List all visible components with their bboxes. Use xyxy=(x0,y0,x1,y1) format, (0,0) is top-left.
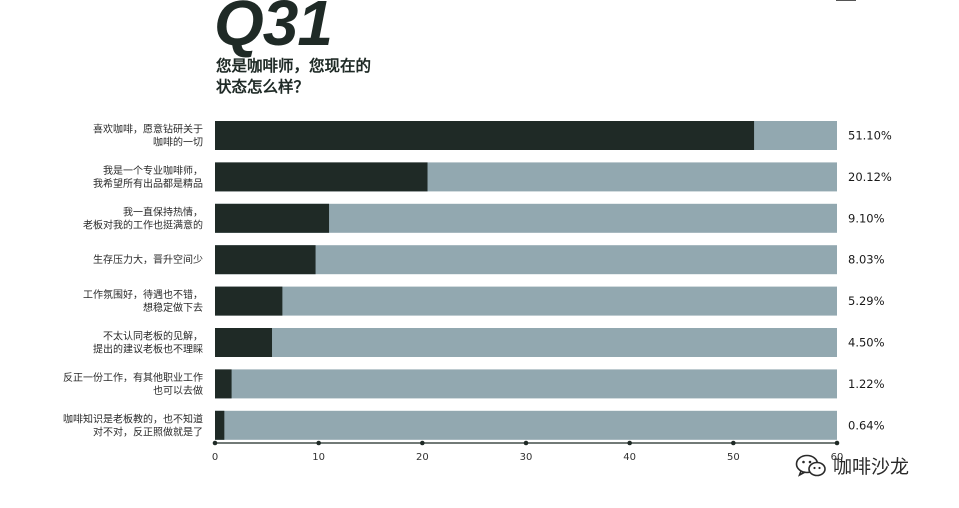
value-label: 20.12% xyxy=(848,170,892,184)
x-tick-label: 0 xyxy=(212,452,218,463)
watermark: 咖啡沙龙 xyxy=(795,452,909,479)
chart-title: 您是咖啡师，您现在的 状态怎么样？ xyxy=(216,56,371,98)
category-label: 我是一个专业咖啡师， xyxy=(103,164,203,177)
category-label: 我一直保持热情， xyxy=(123,205,203,218)
category-label: 也可以去做 xyxy=(153,384,203,397)
category-label: 老板对我的工作也挺满意的 xyxy=(83,218,203,231)
title-line-2: 状态怎么样？ xyxy=(216,78,310,96)
x-tick-dot xyxy=(834,440,840,446)
category-label: 工作氛围好，待遇也不错， xyxy=(83,288,203,301)
category-label: 提出的建议老板也不理睬 xyxy=(93,343,203,356)
x-tick-label: 50 xyxy=(727,452,740,463)
title-line-1: 您是咖啡师，您现在的 xyxy=(216,57,372,75)
x-tick-label: 20 xyxy=(416,452,429,463)
category-label: 反正一份工作，有其他职业工作 xyxy=(63,371,203,384)
value-label: 4.50% xyxy=(848,336,885,350)
bar xyxy=(215,245,316,275)
bar xyxy=(215,369,232,399)
watermark-text: 咖啡沙龙 xyxy=(833,456,910,478)
x-tick-dot xyxy=(316,440,321,446)
x-tick-label: 30 xyxy=(520,452,533,463)
category-label: 咖啡的一切 xyxy=(153,136,203,149)
x-tick-dot xyxy=(420,440,425,446)
bar-track xyxy=(215,410,837,440)
x-tick-label: 60 xyxy=(831,452,844,463)
corner-mark xyxy=(836,0,856,1)
category-label: 生存压力大，晋升空间少 xyxy=(93,253,203,266)
bar xyxy=(215,162,428,192)
bar xyxy=(215,203,330,233)
value-label: 9.10% xyxy=(848,211,885,225)
x-tick-label: 10 xyxy=(312,452,325,463)
question-number: Q31 xyxy=(214,0,333,59)
category-label: 对不对，反正照做就是了 xyxy=(93,425,203,438)
bar-track xyxy=(215,245,837,275)
category-label: 喜欢咖啡，愿意钻研关于 xyxy=(93,123,203,136)
x-tick-label: 40 xyxy=(623,452,636,463)
bar xyxy=(215,328,273,357)
x-axis: 0 10 20 30 40 50 60 xyxy=(212,440,844,463)
category-label: 我希望所有出品都是精品 xyxy=(93,177,203,190)
x-tick-dot xyxy=(731,440,736,446)
value-label: 0.64% xyxy=(848,418,885,432)
bar xyxy=(215,286,283,316)
category-label: 想稳定做下去 xyxy=(143,301,203,314)
bar-track xyxy=(215,328,837,357)
value-label: 1.22% xyxy=(848,377,885,391)
bar-track xyxy=(215,369,837,399)
wechat-icon xyxy=(795,454,826,477)
bar xyxy=(215,121,755,150)
x-tick-dot xyxy=(212,440,218,446)
x-tick-dot xyxy=(627,440,632,446)
value-label: 8.03% xyxy=(848,253,885,267)
bar-track xyxy=(215,286,837,316)
value-label: 51.10% xyxy=(848,129,892,143)
category-label: 咖啡知识是老板教的，也不知道 xyxy=(63,412,203,425)
bar xyxy=(215,410,225,440)
category-label: 不太认同老板的见解， xyxy=(103,330,203,343)
x-tick-dot xyxy=(523,440,529,446)
value-label: 5.29% xyxy=(848,294,885,308)
